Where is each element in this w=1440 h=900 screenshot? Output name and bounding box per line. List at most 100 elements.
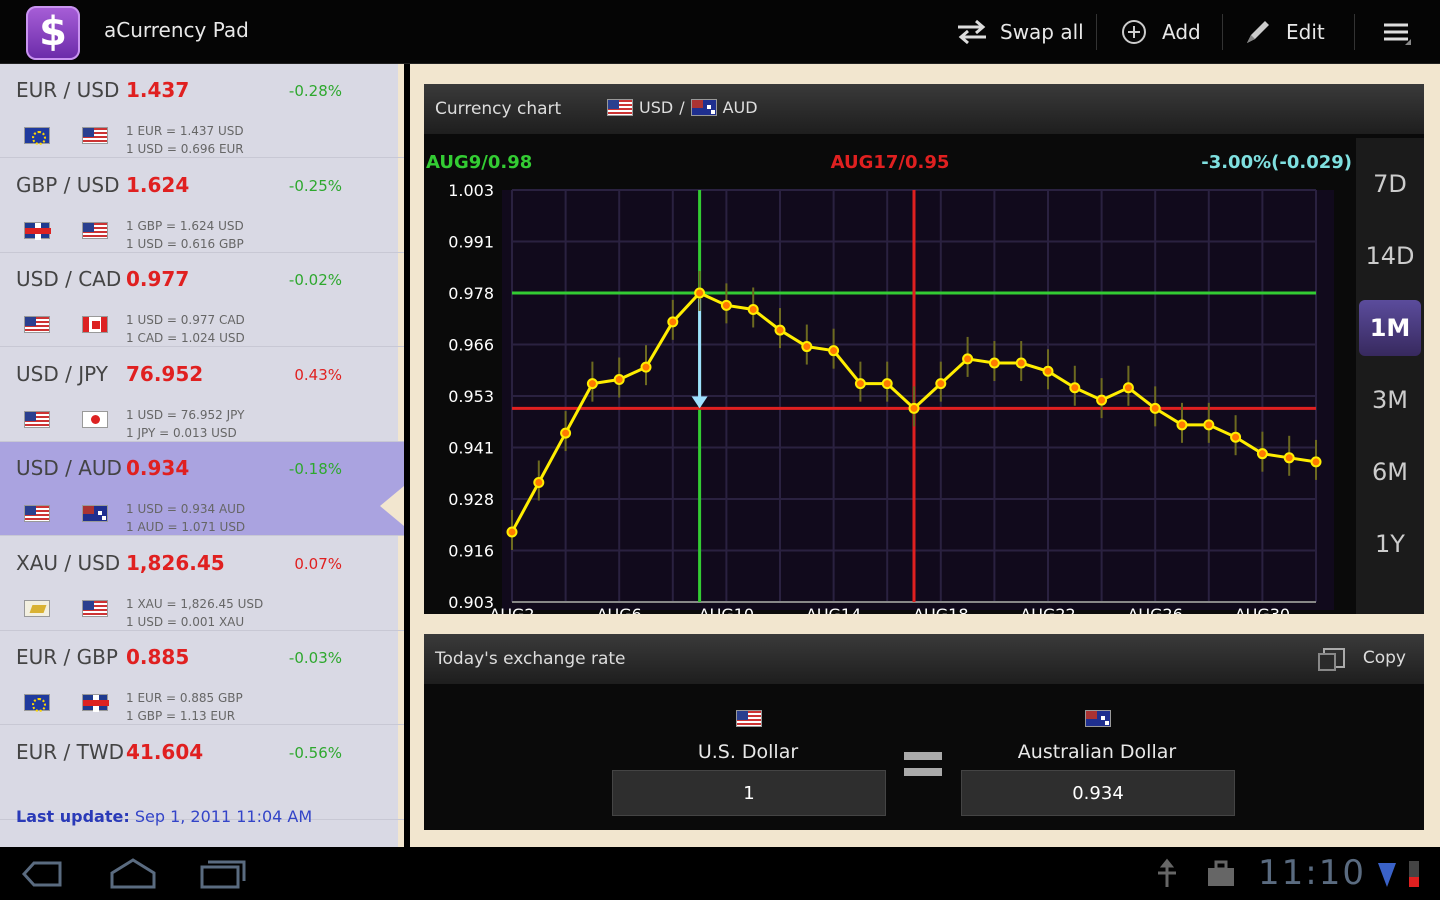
data-point <box>1256 448 1268 460</box>
exchange-rate-panel: Today's exchange rate Copy U.S. Dollar 1… <box>424 634 1424 830</box>
last-update-value: Sep 1, 2011 11:04 AM <box>134 807 313 826</box>
pair-name: EUR / USD <box>16 78 120 102</box>
pair-rate-line: 1 USD = 0.696 EUR <box>126 142 244 156</box>
currency-pair-list: EUR / USD 1.437 -0.28% 1 EUR = 1.437 USD 1 U… <box>0 64 404 847</box>
pair-rate-line: 1 CAD = 1.024 USD <box>126 331 245 345</box>
currency-pair-row[interactable]: GBP / USD 1.624 -0.25% 1 GBP = 1.624 USD 1 U… <box>0 159 404 253</box>
data-point <box>506 526 518 538</box>
currency-pair-row[interactable]: USD / AUD 0.934 -0.18% 1 USD = 0.934 AUD 1 A… <box>0 442 404 536</box>
range-button-1m[interactable]: 1M <box>1359 300 1421 356</box>
data-point <box>613 374 625 386</box>
range-button-6m[interactable]: 6M <box>1372 458 1408 486</box>
app-title: aCurrency Pad <box>104 18 249 42</box>
x-tick-label: AUG14 <box>806 605 861 614</box>
pair-rate: 1,826.45 <box>126 550 225 575</box>
data-point <box>1230 431 1242 443</box>
pair-change: -0.56% <box>288 743 342 762</box>
range-button-14d[interactable]: 14D <box>1365 242 1415 270</box>
y-tick-label: 0.903 <box>448 593 494 612</box>
data-point <box>774 324 786 336</box>
recent-apps-button[interactable] <box>198 857 246 891</box>
pair-rate: 76.952 <box>126 361 204 386</box>
pair-name: EUR / GBP <box>16 645 118 669</box>
pair-rate-line: 1 USD = 0.616 GBP <box>126 236 244 251</box>
pair-rate: 0.885 <box>126 645 190 669</box>
data-point <box>747 303 759 315</box>
copy-button[interactable]: Copy <box>1317 648 1406 671</box>
currency-pair-row[interactable]: EUR / GBP 0.885 -0.03% 1 EUR = 0.885 GBP 1 G… <box>0 631 404 725</box>
data-point <box>694 287 706 299</box>
left-marker-label: AUG9/0.98 <box>426 152 532 173</box>
x-tick-label: AUG26 <box>1127 605 1182 614</box>
currency-pair-row[interactable]: USD / CAD 0.977 -0.02% 1 USD = 0.977 CAD 1 C… <box>0 253 404 347</box>
data-point <box>640 361 652 373</box>
y-tick-label: 0.978 <box>448 284 494 303</box>
edit-button[interactable]: Edit <box>1242 12 1325 52</box>
pair-rate-line: 1 GBP = 1.624 USD <box>126 218 244 233</box>
system-navigation-bar: 11:10 <box>0 847 1440 900</box>
pair-rate-line: 1 XAU = 1,826.45 USD <box>126 596 264 611</box>
edit-label: Edit <box>1286 20 1325 44</box>
pair-rate-line: 1 USD = 76.952 JPY <box>126 407 245 422</box>
pair-rate-line: 1 EUR = 1.437 USD <box>126 124 244 138</box>
back-button[interactable] <box>20 857 66 891</box>
range-button-1y[interactable]: 1Y <box>1375 530 1405 558</box>
x-tick-label: AUG18 <box>913 605 968 614</box>
range-button-7d[interactable]: 7D <box>1373 170 1407 198</box>
data-point <box>1122 382 1134 394</box>
currency-pair-row[interactable]: EUR / USD 1.437 -0.28% 1 EUR = 1.437 USD 1 U… <box>0 64 404 158</box>
data-point <box>962 353 974 365</box>
equals-icon <box>904 752 942 778</box>
plot-background <box>502 190 1334 610</box>
range-button-3m[interactable]: 3M <box>1372 386 1408 414</box>
currency-chart-panel: Currency chart USD / AUD 1.003 0.991 0.978… <box>424 84 1424 614</box>
pair-change: -0.02% <box>288 271 342 289</box>
currency-pair-row[interactable]: EUR / TWD 41.604 -0.56% <box>0 726 404 820</box>
y-tick-label: 0.928 <box>448 490 494 509</box>
from-amount-field[interactable]: 1 <box>612 770 886 816</box>
x-tick-label: AUG30 <box>1235 605 1290 614</box>
chart-panel-title: Currency chart <box>435 99 562 119</box>
usb-icon <box>1150 857 1196 891</box>
chart-base-currency: USD <box>639 98 674 117</box>
pair-rate: 1.437 <box>126 78 190 102</box>
home-button[interactable] <box>108 857 156 891</box>
pair-rate-line: 1 EUR = 0.885 GBP <box>126 691 243 705</box>
data-point <box>1015 357 1027 369</box>
us-flag-icon <box>24 316 50 333</box>
x-tick-label: AUG22 <box>1020 605 1075 614</box>
au-flag-icon <box>82 505 108 522</box>
chart-pair-selector[interactable]: USD / AUD <box>607 98 758 117</box>
y-tick-label: 0.916 <box>448 542 494 561</box>
status-clock: 11:10 <box>1258 853 1366 893</box>
app-dollar-icon[interactable]: $ <box>26 6 80 60</box>
us-flag-icon <box>24 505 50 522</box>
currency-pair-row[interactable]: XAU / USD 1,826.45 0.07% 1 XAU = 1,826.45 U… <box>0 537 404 631</box>
data-point <box>586 378 598 390</box>
pair-change: -0.18% <box>288 460 342 478</box>
overflow-menu-button[interactable] <box>1380 12 1412 52</box>
change-label: -3.00%(-0.029) <box>1201 152 1352 173</box>
x-tick-label: AUG6 <box>597 605 642 614</box>
recent-apps-icon <box>200 860 246 889</box>
pair-rate-line: 1 USD = 0.934 AUD <box>126 502 246 516</box>
pair-rate: 1.624 <box>126 172 190 197</box>
swap-all-button[interactable]: Swap all <box>956 12 1084 52</box>
us-flag-icon <box>82 221 108 239</box>
battery-icon <box>1404 857 1424 891</box>
currency-pair-row[interactable]: USD / JPY 76.952 0.43% 1 USD = 76.952 JPY 1 … <box>0 348 404 442</box>
to-amount-field[interactable]: 0.934 <box>961 770 1235 816</box>
add-button[interactable]: Add <box>1118 12 1201 52</box>
y-tick-label: 0.966 <box>448 336 494 355</box>
au-flag-icon <box>1085 710 1111 727</box>
pair-rate-line: 1 USD = 0.977 CAD <box>126 313 245 327</box>
currency-line-chart[interactable]: 1.003 0.991 0.978 0.966 0.953 0.941 0.928 0.916… <box>424 138 1356 614</box>
eu-flag-icon <box>24 127 50 145</box>
toolbar-divider <box>1354 14 1355 50</box>
to-currency-name: Australian Dollar <box>1017 741 1177 763</box>
chart-pair-separator: / <box>679 98 685 117</box>
gb-flag-icon <box>24 221 51 240</box>
home-icon <box>110 858 156 889</box>
x-tick-label: AUG2 <box>489 605 534 614</box>
pair-name: USD / CAD <box>16 267 122 291</box>
